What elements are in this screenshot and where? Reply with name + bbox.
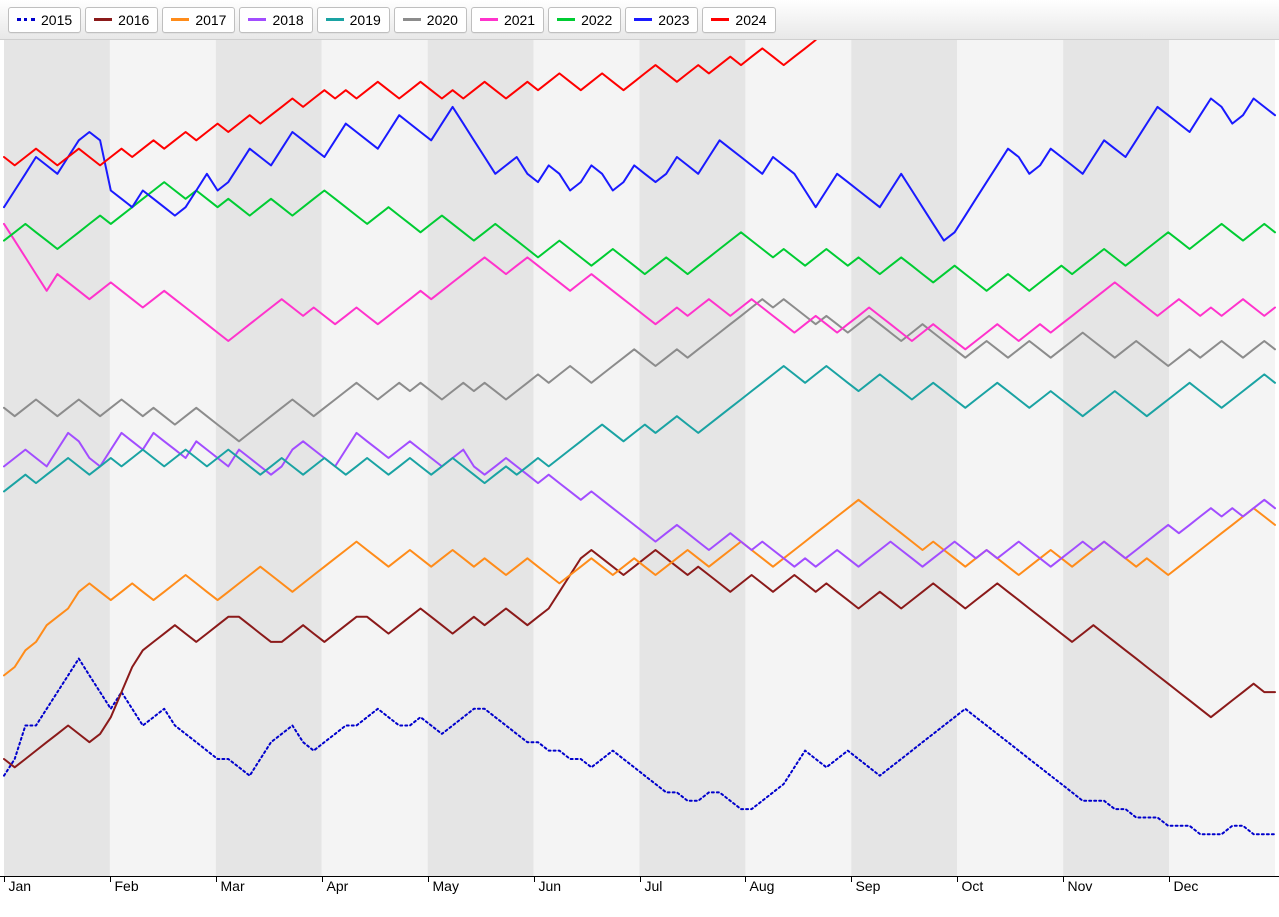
xlabel-Mar: Mar xyxy=(221,878,245,894)
legend-item-2020[interactable]: 2020 xyxy=(394,7,467,33)
legend-item-2021[interactable]: 2021 xyxy=(471,7,544,33)
legend-label-2017: 2017 xyxy=(195,10,226,30)
legend-item-2023[interactable]: 2023 xyxy=(625,7,698,33)
legend-label-2023: 2023 xyxy=(658,10,689,30)
month-band-Apr xyxy=(322,40,428,876)
legend-swatch-2020 xyxy=(403,18,421,21)
month-band-Feb xyxy=(110,40,216,876)
legend-label-2016: 2016 xyxy=(118,10,149,30)
month-band-Sep xyxy=(851,40,957,876)
legend-item-2022[interactable]: 2022 xyxy=(548,7,621,33)
xlabel-Jun: Jun xyxy=(539,878,562,894)
legend-label-2022: 2022 xyxy=(581,10,612,30)
legend-swatch-2018 xyxy=(248,18,266,21)
legend-label-2015: 2015 xyxy=(41,10,72,30)
legend-swatch-2017 xyxy=(171,18,189,21)
legend-item-2016[interactable]: 2016 xyxy=(85,7,158,33)
xlabel-Sep: Sep xyxy=(856,878,881,894)
xlabel-Feb: Feb xyxy=(115,878,139,894)
legend-swatch-2021 xyxy=(480,18,498,21)
legend-swatch-2016 xyxy=(94,18,112,21)
legend-item-2018[interactable]: 2018 xyxy=(239,7,312,33)
legend-swatch-2024 xyxy=(711,18,729,21)
xlabel-May: May xyxy=(433,878,459,894)
month-band-Jul xyxy=(640,40,746,876)
legend-label-2021: 2021 xyxy=(504,10,535,30)
xlabel-Jan: Jan xyxy=(9,878,32,894)
line-chart: Jan Feb Mar Apr May Jun Jul Aug Sep Oct Nov Dec xyxy=(0,40,1279,896)
legend-item-2017[interactable]: 2017 xyxy=(162,7,235,33)
legend-item-2019[interactable]: 2019 xyxy=(317,7,390,33)
legend-label-2019: 2019 xyxy=(350,10,381,30)
legend-item-2015[interactable]: 2015 xyxy=(8,7,81,33)
legend-label-2024: 2024 xyxy=(735,10,766,30)
xlabel-Nov: Nov xyxy=(1068,878,1093,894)
legend-label-2018: 2018 xyxy=(272,10,303,30)
legend-swatch-2019 xyxy=(326,18,344,21)
legend-label-2020: 2020 xyxy=(427,10,458,30)
xlabel-Jul: Jul xyxy=(645,878,663,894)
xlabel-Apr: Apr xyxy=(327,878,349,894)
chart-area: Jan Feb Mar Apr May Jun Jul Aug Sep Oct Nov Dec xyxy=(0,40,1279,917)
month-band-Nov xyxy=(1063,40,1169,876)
month-band-Aug xyxy=(745,40,851,876)
month-band-May xyxy=(428,40,534,876)
legend-swatch-2023 xyxy=(634,18,652,21)
bottom-whitespace xyxy=(0,896,1279,917)
legend-item-2024[interactable]: 2024 xyxy=(702,7,775,33)
month-band-Oct xyxy=(957,40,1063,876)
xlabel-Oct: Oct xyxy=(962,878,984,894)
legend-bar: 2015 2016 2017 2018 2019 2020 2021 2022 2023 2024 xyxy=(0,0,1279,40)
legend-swatch-2015 xyxy=(17,18,35,21)
xlabel-Dec: Dec xyxy=(1174,878,1199,894)
month-band-Dec xyxy=(1169,40,1275,876)
xlabel-Aug: Aug xyxy=(750,878,775,894)
legend-swatch-2022 xyxy=(557,18,575,21)
month-band-Mar xyxy=(216,40,322,876)
